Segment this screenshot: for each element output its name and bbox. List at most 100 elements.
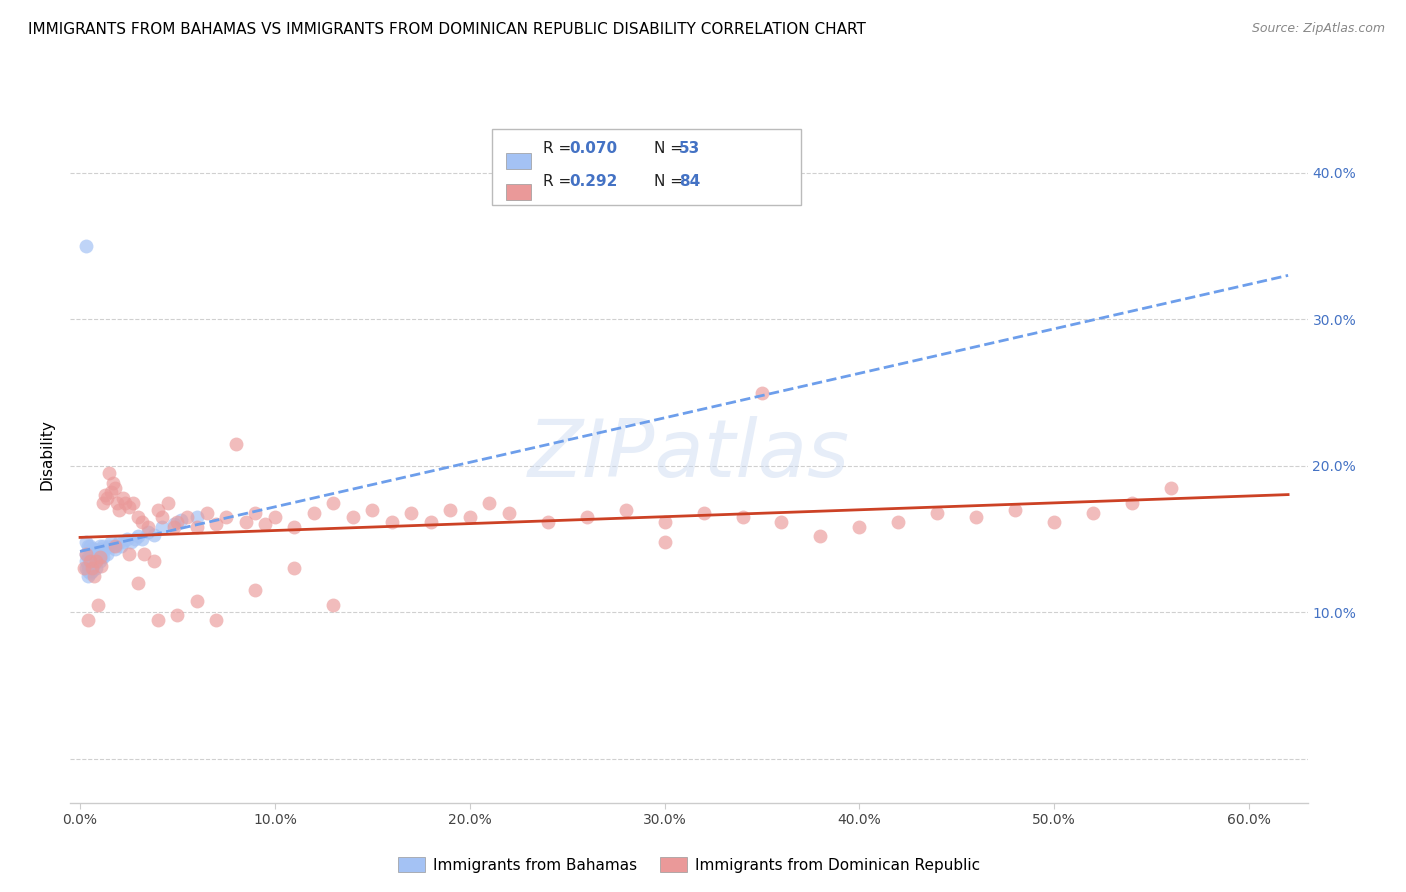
Point [79,566,101,580]
Text: 84: 84 [679,174,700,188]
Point [136,524,159,539]
Point [283,520,305,534]
Point [104,540,127,554]
Point [134,547,156,561]
Point [104,481,127,495]
Point [115,532,138,546]
Point [751,385,773,400]
Point [205,613,228,627]
Point [128,529,150,543]
Point [170,513,193,527]
Point [98,467,121,481]
Point [76,568,98,582]
Point [235,515,257,529]
Point [84,561,107,575]
Point [75,535,97,549]
Point [79,549,101,564]
Point [84,547,107,561]
Point [927,506,949,520]
Point [498,506,520,520]
Point [150,510,173,524]
Point [1004,503,1026,517]
Point [1083,506,1105,520]
Point [128,510,150,524]
Point [89,540,111,554]
Point [254,517,277,532]
Point [76,558,98,573]
Text: R =: R = [543,174,576,188]
Point [478,495,501,509]
Point [166,608,188,623]
Point [79,557,101,571]
Point [176,510,198,524]
Point [245,506,267,520]
Point [121,495,143,509]
Point [93,495,115,509]
Point [381,515,404,529]
Point [120,535,142,549]
Legend: Immigrants from Bahamas, Immigrants from Dominican Republic: Immigrants from Bahamas, Immigrants from… [392,851,986,879]
Text: IMMIGRANTS FROM BAHAMAS VS IMMIGRANTS FROM DOMINICAN REPUBLIC DISABILITY CORRELA: IMMIGRANTS FROM BAHAMAS VS IMMIGRANTS FR… [28,22,866,37]
Point [131,515,153,529]
Text: Source: ZipAtlas.com: Source: ZipAtlas.com [1251,22,1385,36]
Point [146,613,169,627]
Text: N =: N = [654,142,688,156]
Point [75,561,97,575]
Point [195,506,218,520]
Point [215,510,238,524]
Point [537,515,560,529]
Point [143,554,166,568]
Point [322,495,344,509]
Point [245,583,267,598]
Point [83,557,105,571]
Point [76,540,98,554]
Point [162,520,184,534]
Point [89,547,111,561]
Point [94,542,117,557]
Point [302,506,325,520]
Point [89,554,111,568]
Point [264,510,287,524]
Point [166,515,188,529]
Y-axis label: Disability: Disability [39,419,55,491]
Point [342,510,364,524]
Point [124,532,146,546]
Point [322,598,344,612]
Text: 0.292: 0.292 [569,174,617,188]
Point [150,520,173,534]
Point [101,476,124,491]
Point [118,547,141,561]
Point [186,510,208,524]
Point [810,529,832,543]
Text: R =: R = [543,142,576,156]
Point [94,488,117,502]
Point [90,542,112,557]
Point [93,540,115,554]
Point [100,485,122,500]
Point [731,510,754,524]
Point [108,503,131,517]
Point [770,515,793,529]
Point [73,561,96,575]
Point [186,520,208,534]
Point [76,549,98,564]
Point [89,549,111,564]
Point [692,506,714,520]
Point [75,554,97,568]
Point [110,540,132,554]
Point [84,554,107,568]
Point [654,535,676,549]
Point [1160,481,1182,495]
Point [75,547,97,561]
Point [90,558,112,573]
Point [83,549,105,564]
Point [887,515,910,529]
Point [90,549,112,564]
Point [80,565,103,579]
Point [105,495,128,509]
Point [654,515,676,529]
Point [96,547,118,561]
Point [848,520,870,534]
Point [104,542,127,557]
Point [965,510,987,524]
